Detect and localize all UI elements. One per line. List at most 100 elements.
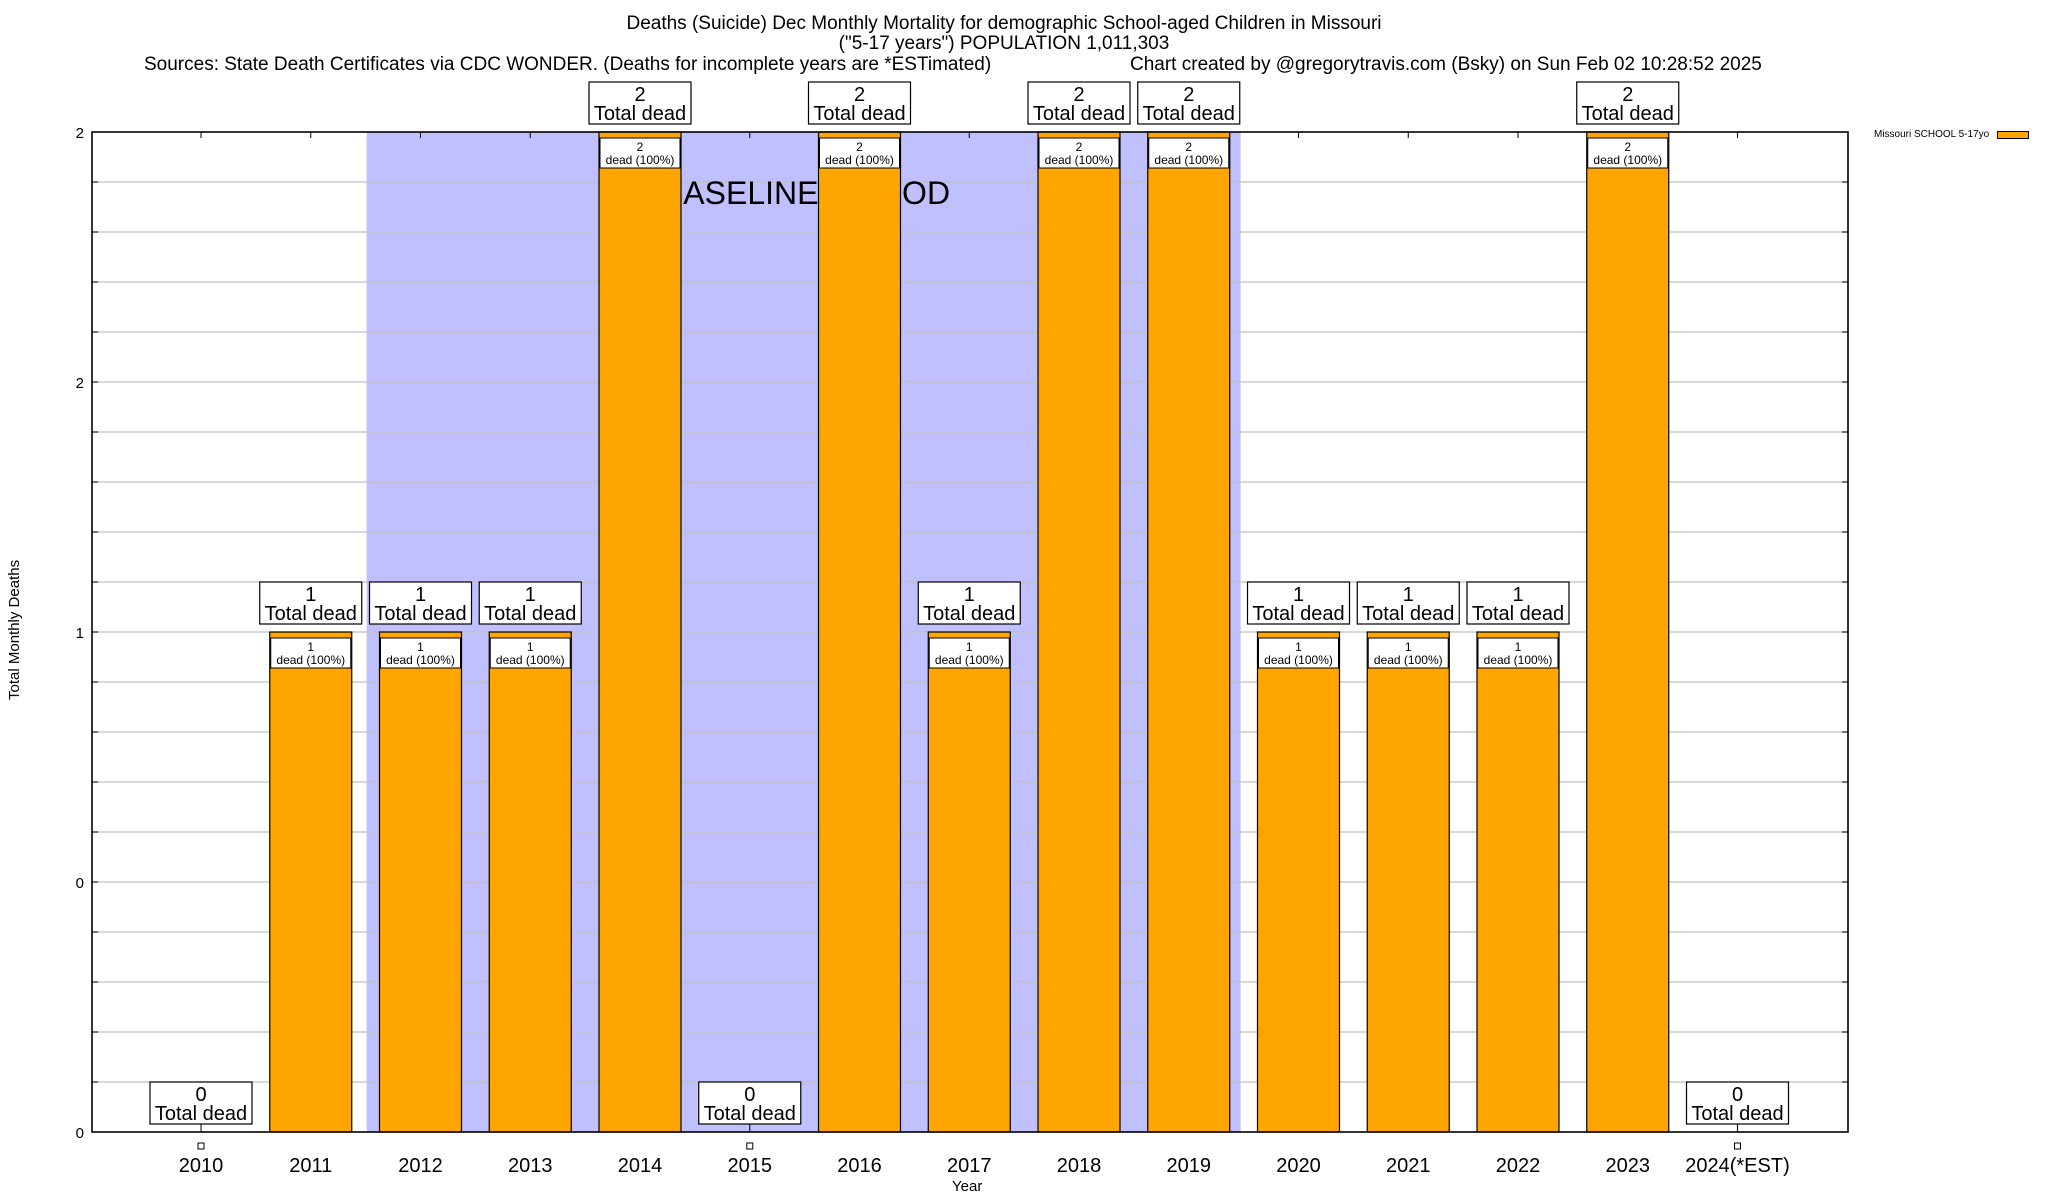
total-value: 0 [744, 1084, 755, 1106]
chart-subtitle: ("5-17 years") POPULATION 1,011,303 [838, 33, 1170, 54]
y-tick-label: 2 [76, 375, 84, 392]
total-value: 1 [1403, 584, 1414, 606]
total-value: 1 [525, 584, 536, 606]
bar-inner-label-box [599, 137, 681, 169]
total-label: Total dead [704, 1103, 796, 1125]
bar-inner-value: 1 [417, 640, 424, 654]
total-label-box [259, 581, 363, 625]
y-axis-label: Total Monthly Deaths [6, 559, 23, 700]
total-label: Total dead [1691, 1103, 1783, 1125]
total-value: 2 [634, 84, 645, 106]
x-tick-label: 2021 [1386, 1155, 1431, 1177]
x-tick-label: 2016 [837, 1155, 882, 1177]
x-tick-label: 2024(*EST) [1685, 1155, 1790, 1177]
total-label: Total dead [374, 603, 466, 625]
total-label-box [1137, 81, 1241, 125]
x-tick-label: 2018 [1057, 1155, 1102, 1177]
total-label-box [1356, 581, 1460, 625]
x-tick-label: 2017 [947, 1155, 992, 1177]
bar-2013 [488, 631, 572, 1133]
y-tick-label: 1 [76, 625, 84, 642]
bar-inner-label: dead (100%) [1484, 653, 1553, 667]
x-tick-label: 2015 [728, 1155, 773, 1177]
total-label-box [588, 81, 692, 125]
total-label: Total dead [1033, 103, 1125, 125]
bar-inner-label: dead (100%) [1264, 653, 1333, 667]
bar-inner-value: 2 [637, 140, 644, 154]
bar-2014 [598, 131, 682, 1133]
total-label-box [149, 1081, 253, 1125]
total-value: 2 [1183, 84, 1194, 106]
total-value: 1 [1512, 584, 1523, 606]
total-label-box [1466, 581, 1570, 625]
bar-inner-label: dead (100%) [606, 153, 675, 167]
bar-2017 [927, 631, 1011, 1133]
zero-marker [1734, 1142, 1741, 1150]
bar-inner-label: dead (100%) [276, 653, 345, 667]
bar-inner-label: dead (100%) [1154, 153, 1223, 167]
bar-inner-label-box [1148, 137, 1230, 169]
total-value: 2 [854, 84, 865, 106]
bar-inner-label: dead (100%) [825, 153, 894, 167]
total-label-box [1685, 1081, 1790, 1125]
total-label: Total dead [1472, 603, 1564, 625]
total-value: 0 [195, 1084, 206, 1106]
total-label: Total dead [1362, 603, 1454, 625]
bar-inner-value: 2 [856, 140, 863, 154]
y-tick-label: 0 [76, 1125, 84, 1142]
plot-border [91, 131, 1849, 1133]
bar-inner-value: 1 [1295, 640, 1302, 654]
total-label-box [1027, 81, 1131, 125]
bar-2021 [1366, 631, 1450, 1133]
bar-inner-value: 1 [966, 640, 973, 654]
total-label-box [368, 581, 473, 625]
x-tick-label: 2014 [618, 1155, 663, 1177]
total-label: Total dead [1143, 103, 1235, 125]
bar-2016 [817, 131, 902, 1133]
bar-inner-label-box [489, 637, 571, 669]
zero-marker [746, 1142, 754, 1150]
total-label: Total dead [484, 603, 576, 625]
total-label-box [1576, 81, 1680, 125]
total-value: 1 [415, 584, 426, 606]
bar-inner-label-box [270, 637, 352, 669]
bar-inner-label: dead (100%) [935, 653, 1004, 667]
x-tick-label: 2011 [289, 1155, 332, 1177]
bar-inner-label-box [380, 637, 461, 669]
bar-inner-value: 1 [1515, 640, 1522, 654]
total-value: 2 [1073, 84, 1084, 106]
total-label: Total dead [1252, 603, 1344, 625]
x-tick-label: 2020 [1276, 1155, 1321, 1177]
bar-inner-label-box [1477, 637, 1559, 669]
bar-inner-label-box [1258, 637, 1339, 669]
total-label: Total dead [155, 1103, 247, 1125]
bar-2023 [1586, 131, 1670, 1133]
bar-inner-label: dead (100%) [1593, 153, 1662, 167]
x-tick-label: 2022 [1496, 1155, 1541, 1177]
total-label: Total dead [594, 103, 686, 125]
total-value: 1 [964, 584, 975, 606]
chart-title: Deaths (Suicide) Dec Monthly Mortality f… [626, 13, 1382, 34]
legend-label: Missouri SCHOOL 5-17yo [1874, 129, 1990, 140]
bar-inner-label: dead (100%) [386, 653, 455, 667]
bar-inner-label-box [1587, 137, 1669, 169]
bar-2018 [1037, 131, 1121, 1133]
total-label-box [1246, 581, 1351, 625]
total-label-box [478, 581, 582, 625]
bar-inner-label-box [819, 137, 900, 169]
bar-2022 [1476, 631, 1560, 1133]
y-tick-label: 0 [76, 875, 84, 892]
x-tick-label: 2013 [508, 1155, 553, 1177]
x-tick-label: 2012 [398, 1155, 443, 1177]
zero-marker [197, 1142, 205, 1150]
bar-inner-label-box [1038, 137, 1120, 169]
bar-inner-label-box [1367, 637, 1449, 669]
total-value: 1 [1293, 584, 1304, 606]
bar-2020 [1256, 631, 1341, 1133]
bar-inner-value: 1 [307, 640, 314, 654]
total-value: 0 [1732, 1084, 1743, 1106]
y-tick-label: 2 [76, 125, 84, 142]
bar-2012 [378, 631, 463, 1133]
chart-sources: Sources: State Death Certificates via CD… [144, 54, 992, 75]
